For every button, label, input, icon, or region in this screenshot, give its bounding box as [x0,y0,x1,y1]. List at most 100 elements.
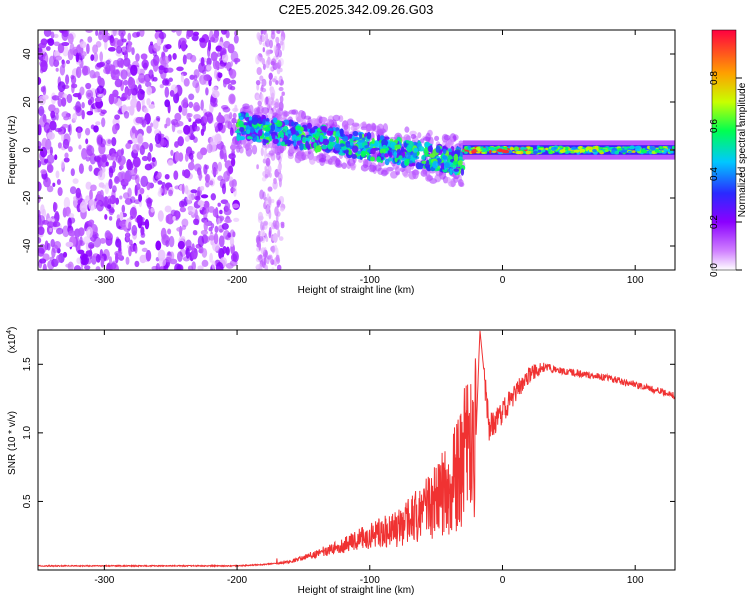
heatmap-cell [402,151,406,157]
heatmap-cell [564,146,569,151]
heatmap-cell [123,110,130,119]
heatmap-cell [66,93,73,104]
heatmap-cell [210,193,217,201]
heatmap-cell [194,125,200,132]
heatmap-cell [107,139,112,145]
heatmap-cell [169,251,175,261]
heatmap-cell [95,121,101,126]
heatmap-cell [99,237,106,244]
colorbar-tick-label: 0.0 [709,263,720,277]
heatmap-cell [80,266,84,270]
heatmap-cell [181,183,185,195]
colorbar-label: Normalized spectral amplitude [737,82,748,217]
heatmap-cell [201,259,209,268]
heatmap-cell [57,142,62,149]
heatmap-cell [165,117,171,127]
heatmap-cell [239,116,244,121]
heatmap-cell [228,165,234,175]
heatmap-cell [112,69,120,75]
heatmap-cell [185,32,191,40]
heatmap-cell [157,249,166,261]
heatmap-cell [141,119,147,128]
x-tick-label: -100 [360,575,380,586]
heatmap-cell [233,58,241,63]
heatmap-cell [429,153,436,158]
heatmap-cell [177,240,185,250]
heatmap-cell [211,260,216,270]
heatmap-cell [108,167,114,178]
heatmap-cell [200,147,208,156]
heatmap-cell [264,173,268,179]
heatmap-cell [287,130,291,134]
heatmap-cell [559,149,565,152]
heatmap-cell [284,139,292,144]
heatmap-cell [229,229,235,238]
heatmap-cell [349,138,354,143]
heatmap-cell [186,189,192,198]
heatmap-cell [127,88,132,97]
heatmap-cell [472,148,477,153]
heatmap-cell [413,147,419,153]
heatmap-cell [233,34,239,44]
heatmap-cell [225,30,230,39]
heatmap-cell [269,254,273,264]
heatmap-cell [108,256,113,265]
heatmap-cell [242,103,250,110]
heatmap-cell [421,155,426,161]
heatmap-cell [96,135,102,147]
heatmap-cell [75,187,81,199]
heatmap-cell [65,263,72,268]
heatmap-cell [105,63,111,75]
heatmap-cell [78,144,82,150]
heatmap-cell [152,54,160,66]
heatmap-cell [659,146,663,150]
heatmap-cell [55,254,62,263]
heatmap-cell [215,261,224,270]
x-tick-label: -300 [94,575,114,586]
heatmap-cell [38,140,42,149]
heatmap-cell [158,65,165,71]
heatmap-cell [137,84,142,91]
heatmap-cell [180,73,184,83]
heatmap-cell [203,200,210,209]
heatmap-cell [149,41,154,46]
snr-xlabel: Height of straight line (km) [298,585,415,596]
heatmap-cell [261,34,266,43]
heatmap-cell [162,55,170,65]
spectrogram-xlabel: Height of straight line (km) [298,285,415,296]
heatmap-cell [187,206,196,216]
heatmap-cell [170,149,174,157]
heatmap-cell [274,128,281,133]
heatmap-cell [142,62,148,71]
heatmap-cell [65,241,74,248]
heatmap-cell [55,112,59,121]
heatmap-cell [134,129,138,139]
heatmap-cell [303,115,312,120]
heatmap-cell [149,142,153,152]
heatmap-cell [268,72,273,80]
heatmap-cell [627,150,632,153]
heatmap-cell [86,145,95,157]
heatmap-cell [275,254,280,263]
heatmap-cell [184,135,190,142]
heatmap-cell [443,134,451,141]
heatmap-cell [61,41,70,47]
heatmap-cell [410,133,417,140]
heatmap-cell [49,227,53,233]
heatmap-cell [95,30,99,36]
heatmap-cell [453,168,460,172]
heatmap-cell [46,242,51,251]
heatmap-cell [140,175,149,188]
heatmap-cell [70,75,77,85]
heatmap-cell [444,162,450,169]
heatmap-cell [84,127,91,136]
heatmap-cell [177,251,183,262]
heatmap-cell [335,157,341,167]
heatmap-cell [38,226,45,236]
heatmap-cell [292,139,297,147]
heatmap-cell [144,219,150,230]
heatmap-cell [220,47,227,56]
heatmap-cell [105,59,111,65]
heatmap-cell [258,230,261,237]
heatmap-cell [138,73,146,84]
